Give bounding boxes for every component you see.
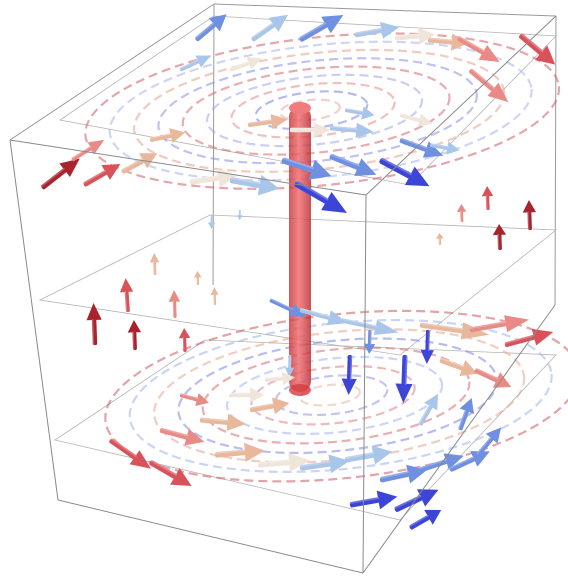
vector-arrow [339, 317, 399, 335]
bounding-box-back-edges [9, 3, 557, 306]
vector-arrow [469, 68, 509, 103]
vector-arrow [427, 33, 468, 51]
vector-arrow [299, 454, 350, 474]
vector-arrow [492, 224, 507, 251]
vector-arrow [399, 113, 433, 127]
vector-arrow [420, 329, 434, 364]
vector-arrow [193, 271, 202, 286]
streamline [274, 374, 389, 417]
vector-arrow [469, 315, 530, 333]
vector-arrows [40, 14, 556, 530]
vector-arrow [214, 442, 265, 462]
vector-arrow [149, 128, 186, 144]
vector-arrow [419, 453, 464, 472]
bounding-box-front-edges [9, 15, 557, 574]
vector-arrow [249, 397, 290, 415]
middle-plane [38, 214, 558, 356]
vector-arrow [70, 139, 105, 162]
vector-arrow [290, 122, 330, 138]
vector-arrow [168, 290, 181, 319]
streamline [250, 365, 416, 426]
vector-arrow [394, 27, 435, 45]
vector-arrow [149, 459, 192, 486]
vector-arrow [504, 328, 554, 348]
vector-arrow [281, 157, 332, 180]
vector-arrow [522, 200, 537, 231]
vector-arrow [179, 393, 209, 406]
vector-arrow [298, 15, 344, 42]
streamline [157, 57, 478, 165]
bottom-plane-face [54, 339, 557, 521]
vector-arrow [341, 354, 357, 395]
vector-arrow [230, 387, 264, 403]
vector-arrow [127, 320, 142, 351]
vector-arrow [149, 253, 160, 276]
vector-arrow [519, 32, 556, 65]
bottom-plane [54, 339, 557, 521]
central-axis-tube [289, 102, 311, 396]
vector-arrow [247, 114, 288, 130]
vector-arrow [379, 464, 427, 484]
vector-arrow [395, 354, 413, 403]
vector-arrow [40, 158, 80, 190]
streamline [299, 383, 361, 407]
vector-arrow [418, 393, 438, 426]
vector-arrow [354, 21, 400, 39]
streamline [108, 40, 533, 182]
vector-arrow [179, 55, 211, 72]
vector-arrow [474, 367, 512, 388]
vector-arrow [178, 328, 191, 353]
vector-arrow [159, 427, 205, 446]
vector-arrow [264, 371, 295, 386]
middle-plane-face [38, 214, 558, 356]
vector-arrow [476, 427, 502, 456]
vector-arrow [448, 451, 490, 472]
streamline [152, 328, 526, 464]
vector-arrow [199, 413, 246, 431]
vector-arrow [119, 278, 134, 313]
vector-arrow [109, 437, 151, 469]
vector-arrow [207, 214, 216, 229]
vector-arrow [344, 106, 375, 120]
vector-arrow [456, 204, 467, 223]
streamline [128, 318, 553, 473]
vector-arrow [329, 153, 377, 177]
vector-arrow [481, 186, 494, 211]
vector-arrow [435, 233, 444, 246]
vector-arrow [408, 509, 442, 530]
vector-arrow [363, 329, 376, 354]
vector-arrow [399, 137, 444, 158]
vector-arrow [284, 354, 295, 377]
vector-arrow [86, 303, 102, 346]
streamline [206, 73, 424, 148]
vector-arrow [344, 445, 393, 465]
vector-arrow [236, 209, 243, 220]
vector-arrow [250, 14, 289, 42]
vector-arrow [257, 452, 310, 472]
vector-arrow [439, 357, 478, 377]
streamlines-top [84, 32, 561, 190]
vector-arrow [120, 153, 158, 174]
vector-arrow [194, 14, 227, 42]
streamline [279, 98, 341, 122]
streamline [201, 346, 471, 445]
vector-arrow [269, 298, 307, 317]
vector-arrow [457, 35, 500, 62]
vector-arrow [349, 490, 398, 510]
vector-arrow [457, 398, 475, 431]
streamline [132, 48, 506, 173]
vector-arrow [229, 174, 280, 196]
vector-arrow [329, 122, 374, 138]
streamline [84, 32, 561, 190]
vector-arrow [82, 164, 121, 187]
streamline [225, 355, 444, 436]
vector-arrow [429, 141, 460, 155]
vector-arrow [210, 287, 219, 306]
vector-arrow [229, 56, 262, 72]
streamline [181, 65, 451, 156]
